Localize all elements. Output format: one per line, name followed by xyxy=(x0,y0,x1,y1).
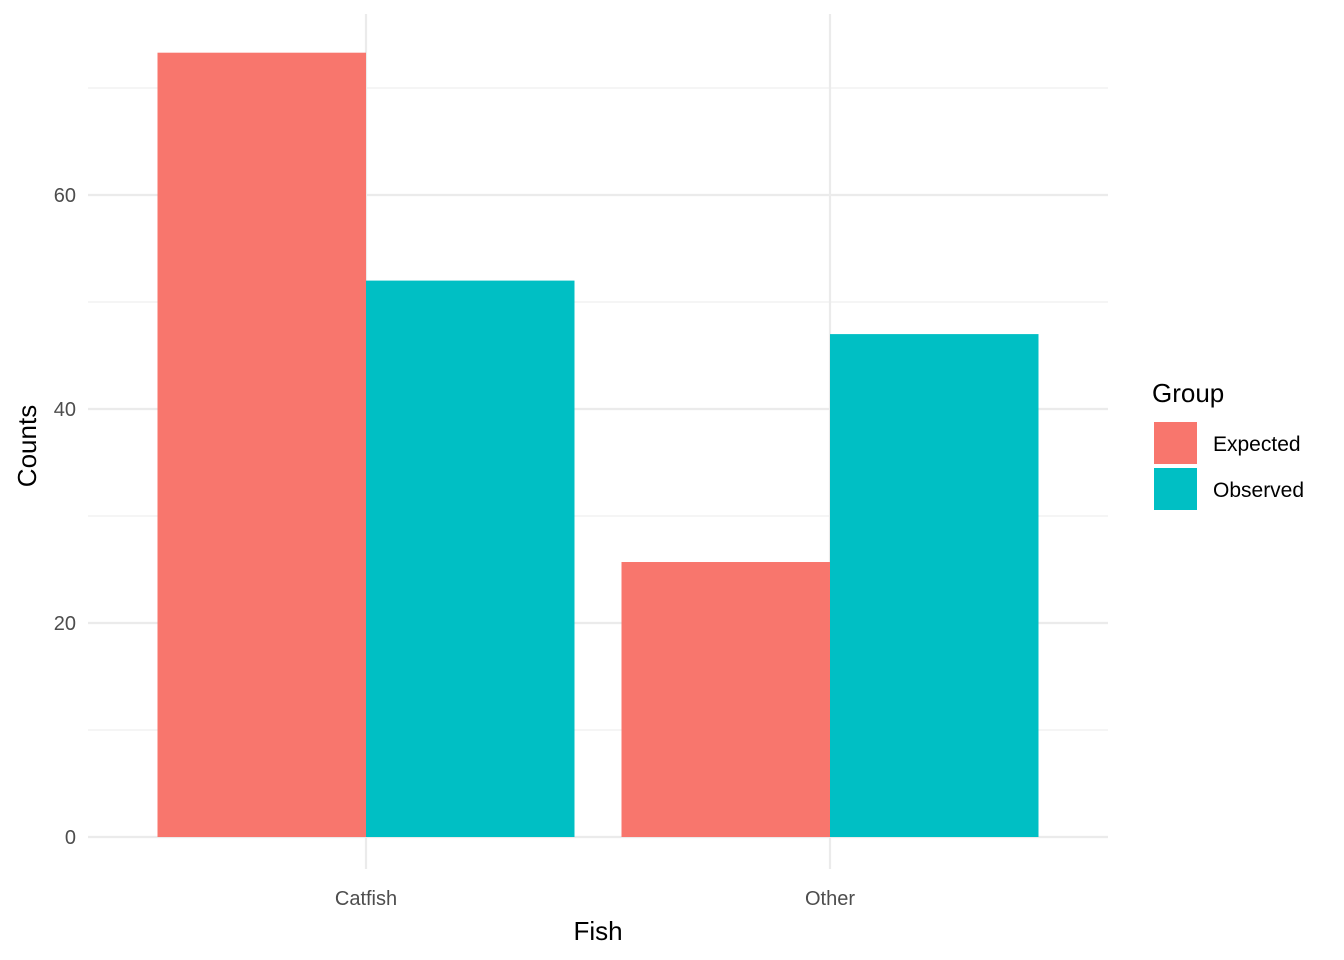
legend-title: Group xyxy=(1152,378,1224,408)
y-tick-label: 60 xyxy=(54,185,76,207)
bar-observed-catfish xyxy=(366,280,575,838)
legend-label-expected: Expected xyxy=(1213,433,1301,456)
y-tick-label: 20 xyxy=(54,613,76,635)
bar-expected-catfish xyxy=(157,52,366,837)
bar-expected-other xyxy=(621,562,830,837)
y-tick-label: 0 xyxy=(65,827,76,849)
legend-label-observed: Observed xyxy=(1213,479,1304,502)
x-axis-ticks: Catfish Other xyxy=(335,888,855,910)
bar-observed-other xyxy=(830,334,1039,837)
x-axis-title: Fish xyxy=(573,916,622,946)
y-tick-label: 40 xyxy=(54,399,76,421)
x-tick-label: Other xyxy=(805,888,855,910)
bars xyxy=(157,52,1039,838)
legend-swatch-expected xyxy=(1154,422,1197,464)
y-axis-title: Counts xyxy=(12,405,42,487)
legend: Group Expected Observed xyxy=(1152,378,1304,510)
y-axis-ticks: 0 20 40 60 xyxy=(54,185,76,849)
x-tick-label: Catfish xyxy=(335,888,397,910)
legend-swatch-observed xyxy=(1154,468,1197,510)
